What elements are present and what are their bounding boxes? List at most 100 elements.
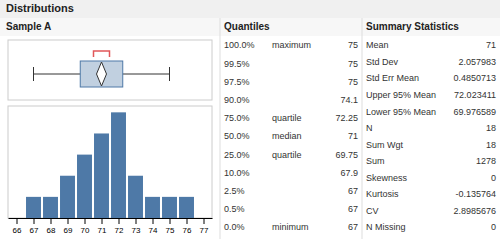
bar [111,112,126,218]
x-tick-mark [85,218,86,224]
column-separator [220,18,221,239]
bar [60,176,75,218]
x-tick-label: 75 [166,226,175,235]
bar [162,197,177,218]
table-cell: 0.4850713 [453,73,496,83]
table-title: Quantiles [224,21,270,32]
table-cell: Sum [366,156,385,166]
column-separator [362,18,363,239]
table-cell: N [366,123,373,133]
x-tick-label: 66 [13,226,22,235]
table-cell: 71 [348,131,358,141]
x-axis: 666768697071727374757677 [9,218,213,235]
x-tick: 71 [98,218,107,235]
table-cell: 67 [348,222,358,232]
bar [196,218,211,219]
mean-marker [94,51,110,57]
table-cell: maximum [272,40,311,50]
x-tick-label: 77 [200,226,209,235]
x-tick-label: 68 [47,226,56,235]
table-cell: CV [366,206,379,216]
table-cell: 97.5% [224,77,250,87]
x-tick: 75 [166,218,175,235]
whisker [34,74,81,75]
table-cell: quartile [272,113,302,123]
table-cell: 50.0% [224,131,250,141]
x-tick-mark [34,218,35,224]
x-tick-label: 69 [64,226,73,235]
table-cell: 71 [486,40,496,50]
x-tick: 77 [200,218,209,235]
x-tick-label: 73 [132,226,141,235]
x-tick-mark [153,218,154,224]
table-title: Summary Statistics [366,21,459,32]
x-tick-mark [17,218,18,224]
chart: Distributions Sample A 66 67 68 69 70 71 72 73 74 7… [0,0,500,239]
table-cell: Lower 95% Mean [366,107,436,117]
title: Distributions [6,2,74,14]
x-tick-mark [51,218,52,224]
table-cell: 25.0% [224,150,250,160]
bar [94,133,109,218]
iqr-box [80,61,123,87]
table-cell: Upper 95% Mean [366,90,436,100]
bar [128,176,143,218]
bar [9,218,24,219]
table-cell: 1278 [476,156,496,166]
bar [77,155,92,218]
table-cell: 18 [486,140,496,150]
median-marker [97,62,107,86]
table-cell: 74.1 [340,95,358,105]
plot-frame [8,40,212,100]
x-tick-mark [136,218,137,224]
whisker-cap [169,67,170,81]
table-cell: 69.75 [335,150,358,160]
x-tick: 70 [81,218,90,235]
x-tick-mark [102,218,103,224]
table-cell: 100.0% [224,40,255,50]
bar [179,197,194,218]
table-cell: quartile [272,150,302,160]
table-cell: 2.057983 [458,57,496,67]
x-tick: 66 [13,218,22,235]
x-tick-mark [68,218,69,224]
x-tick-label: 76 [183,226,192,235]
table-cell: Mean [366,40,389,50]
x-tick-label: 71 [98,226,107,235]
table-cell: Skewness [366,173,408,183]
table-cell: 75 [348,77,358,87]
table: 100.0%maximum7599.5%7597.5%7590.0%74.175… [224,40,358,232]
bars [26,112,194,218]
table-cell: 75.0% [224,113,250,123]
table-cell: 90.0% [224,95,250,105]
table-cell: 75 [348,40,358,50]
x-axis-line [9,218,213,219]
x-tick: 72 [115,218,124,235]
x-tick: 76 [183,218,192,235]
box-plot [34,51,170,87]
subheader-bar [0,18,500,36]
x-tick: 68 [47,218,56,235]
table-cell: 72.25 [335,113,358,123]
x-tick-label: 72 [115,226,124,235]
header-bar [0,0,500,18]
x-tick-label: 74 [149,226,158,235]
table-cell: 99.5% [224,59,250,69]
table-cell: Kurtosis [366,189,399,199]
x-tick: 69 [64,218,73,235]
table-cell: Std Err Mean [366,73,419,83]
table-cell: 0.0% [224,222,245,232]
bar [26,197,41,218]
table-cell: median [272,131,302,141]
bar [43,197,58,218]
table-cell: 0.5% [224,204,245,214]
table-cell: 67 [348,186,358,196]
table-cell: 0 [491,173,496,183]
table-cell: 2.8985676 [453,206,496,216]
subtitle: Sample A [6,21,51,32]
whisker [123,74,170,75]
table: Mean71Std Dev2.057983Std Err Mean0.48507… [366,40,496,232]
table-cell: 72.023411 [454,90,496,100]
plot-frame [8,106,212,218]
table-cell: 67.9 [340,168,358,178]
